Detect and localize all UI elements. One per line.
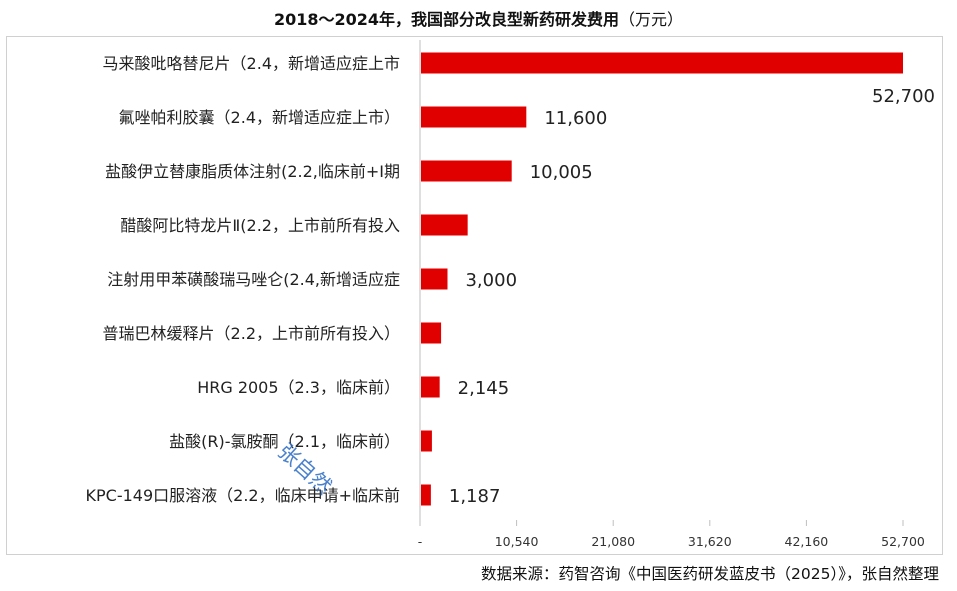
- category-label: 马来酸吡咯替尼片（2.4，新增适应症上市: [103, 54, 400, 73]
- category-label: 盐酸(R)-氯胺酮（2.1，临床前）: [169, 432, 400, 451]
- bar: [421, 322, 442, 344]
- category-label: KPC-149口服溶液（2.2，临床申请+临床前: [86, 486, 400, 505]
- data-label: 52,700: [872, 86, 935, 107]
- bar: [421, 106, 527, 128]
- data-label: 10,005: [530, 162, 593, 183]
- x-tick-label: 52,700: [881, 534, 925, 549]
- bar: [421, 430, 432, 452]
- data-label: 2,145: [458, 378, 510, 399]
- x-tick-label: 10,540: [495, 534, 539, 549]
- bar: [421, 214, 468, 236]
- chart-title: 2018～2024年，我国部分改良型新药研发费用（万元）: [0, 6, 957, 30]
- category-label: 盐酸伊立替康脂质体注射(2.2,临床前+I期: [105, 162, 400, 181]
- category-label: HRG 2005（2.3，临床前）: [197, 378, 400, 397]
- bar: [421, 484, 431, 506]
- chart-frame: [6, 36, 943, 555]
- bar: [421, 52, 903, 74]
- x-tick-label: -: [418, 534, 423, 549]
- data-label: 3,000: [465, 270, 517, 291]
- data-label: 1,187: [449, 486, 501, 507]
- x-tick-label: 42,160: [785, 534, 829, 549]
- category-label: 醋酸阿比特龙片Ⅱ(2.2，上市前所有投入: [120, 216, 400, 235]
- bar: [421, 376, 440, 398]
- bar: [421, 160, 512, 182]
- data-label: 11,600: [544, 108, 607, 129]
- category-label: 氟唑帕利胶囊（2.4，新增适应症上市）: [119, 108, 400, 127]
- x-tick-label: 31,620: [688, 534, 732, 549]
- bar: [421, 268, 448, 290]
- chart-title-unit: （万元）: [619, 10, 684, 29]
- category-label: 注射用甲苯磺酸瑞马唑仑(2.4,新增适应症: [107, 270, 400, 289]
- x-tick-label: 21,080: [591, 534, 635, 549]
- source-note: 数据来源：药智咨询《中国医药研发蓝皮书（2025）》，张自然整理: [481, 565, 939, 583]
- category-label: 普瑞巴林缓释片（2.2，上市前所有投入）: [103, 324, 400, 343]
- chart-title-text: 2018～2024年，我国部分改良型新药研发费用: [273, 10, 620, 29]
